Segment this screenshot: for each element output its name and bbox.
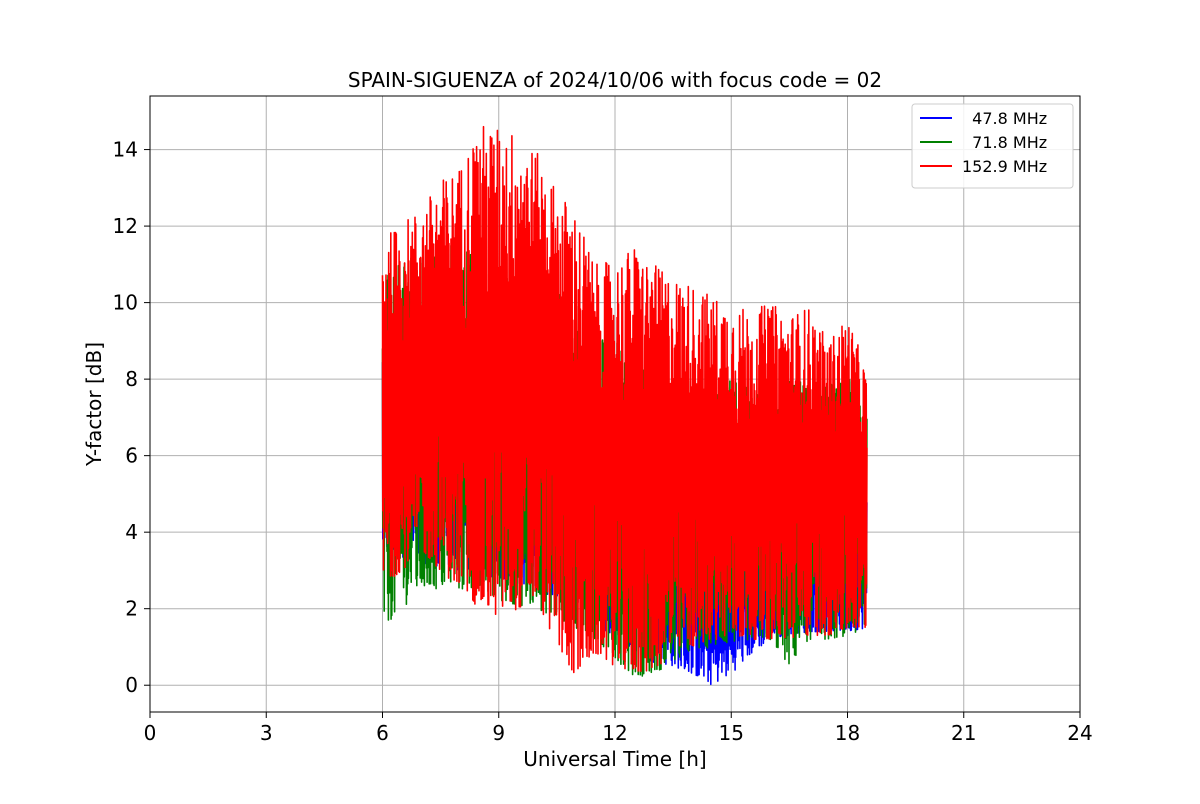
- y-tick-label: 6: [125, 444, 138, 468]
- x-tick-label: 6: [376, 721, 389, 745]
- legend-label: 152.9 MHz: [962, 157, 1047, 176]
- chart-title: SPAIN-SIGUENZA of 2024/10/06 with focus …: [348, 68, 882, 92]
- x-tick-label: 24: [1067, 721, 1092, 745]
- x-tick-label: 3: [260, 721, 273, 745]
- y-tick-label: 14: [113, 138, 138, 162]
- y-tick-label: 8: [125, 367, 138, 391]
- x-tick-label: 0: [144, 721, 157, 745]
- y-axis-label: Y-factor [dB]: [82, 342, 106, 467]
- legend-box: [911, 103, 1074, 189]
- y-tick-label: 2: [125, 597, 138, 621]
- x-tick-label: 18: [835, 721, 860, 745]
- x-tick-label: 12: [602, 721, 627, 745]
- y-tick-label: 4: [125, 520, 138, 544]
- y-tick-label: 12: [113, 214, 138, 238]
- legend: 47.8 MHz 71.8 MHz 152.9 MHz: [911, 103, 1074, 189]
- x-tick-label: 9: [492, 721, 505, 745]
- y-tick-label: 10: [113, 291, 138, 315]
- legend-label: 71.8 MHz: [962, 133, 1047, 152]
- x-tick-label: 21: [951, 721, 976, 745]
- series-line-2: [381, 125, 868, 674]
- x-tick-label: 15: [719, 721, 744, 745]
- legend-label: 47.8 MHz: [962, 109, 1047, 128]
- x-axis-label: Universal Time [h]: [523, 747, 706, 771]
- plot-data: [381, 125, 868, 686]
- y-tick-label: 0: [125, 673, 138, 697]
